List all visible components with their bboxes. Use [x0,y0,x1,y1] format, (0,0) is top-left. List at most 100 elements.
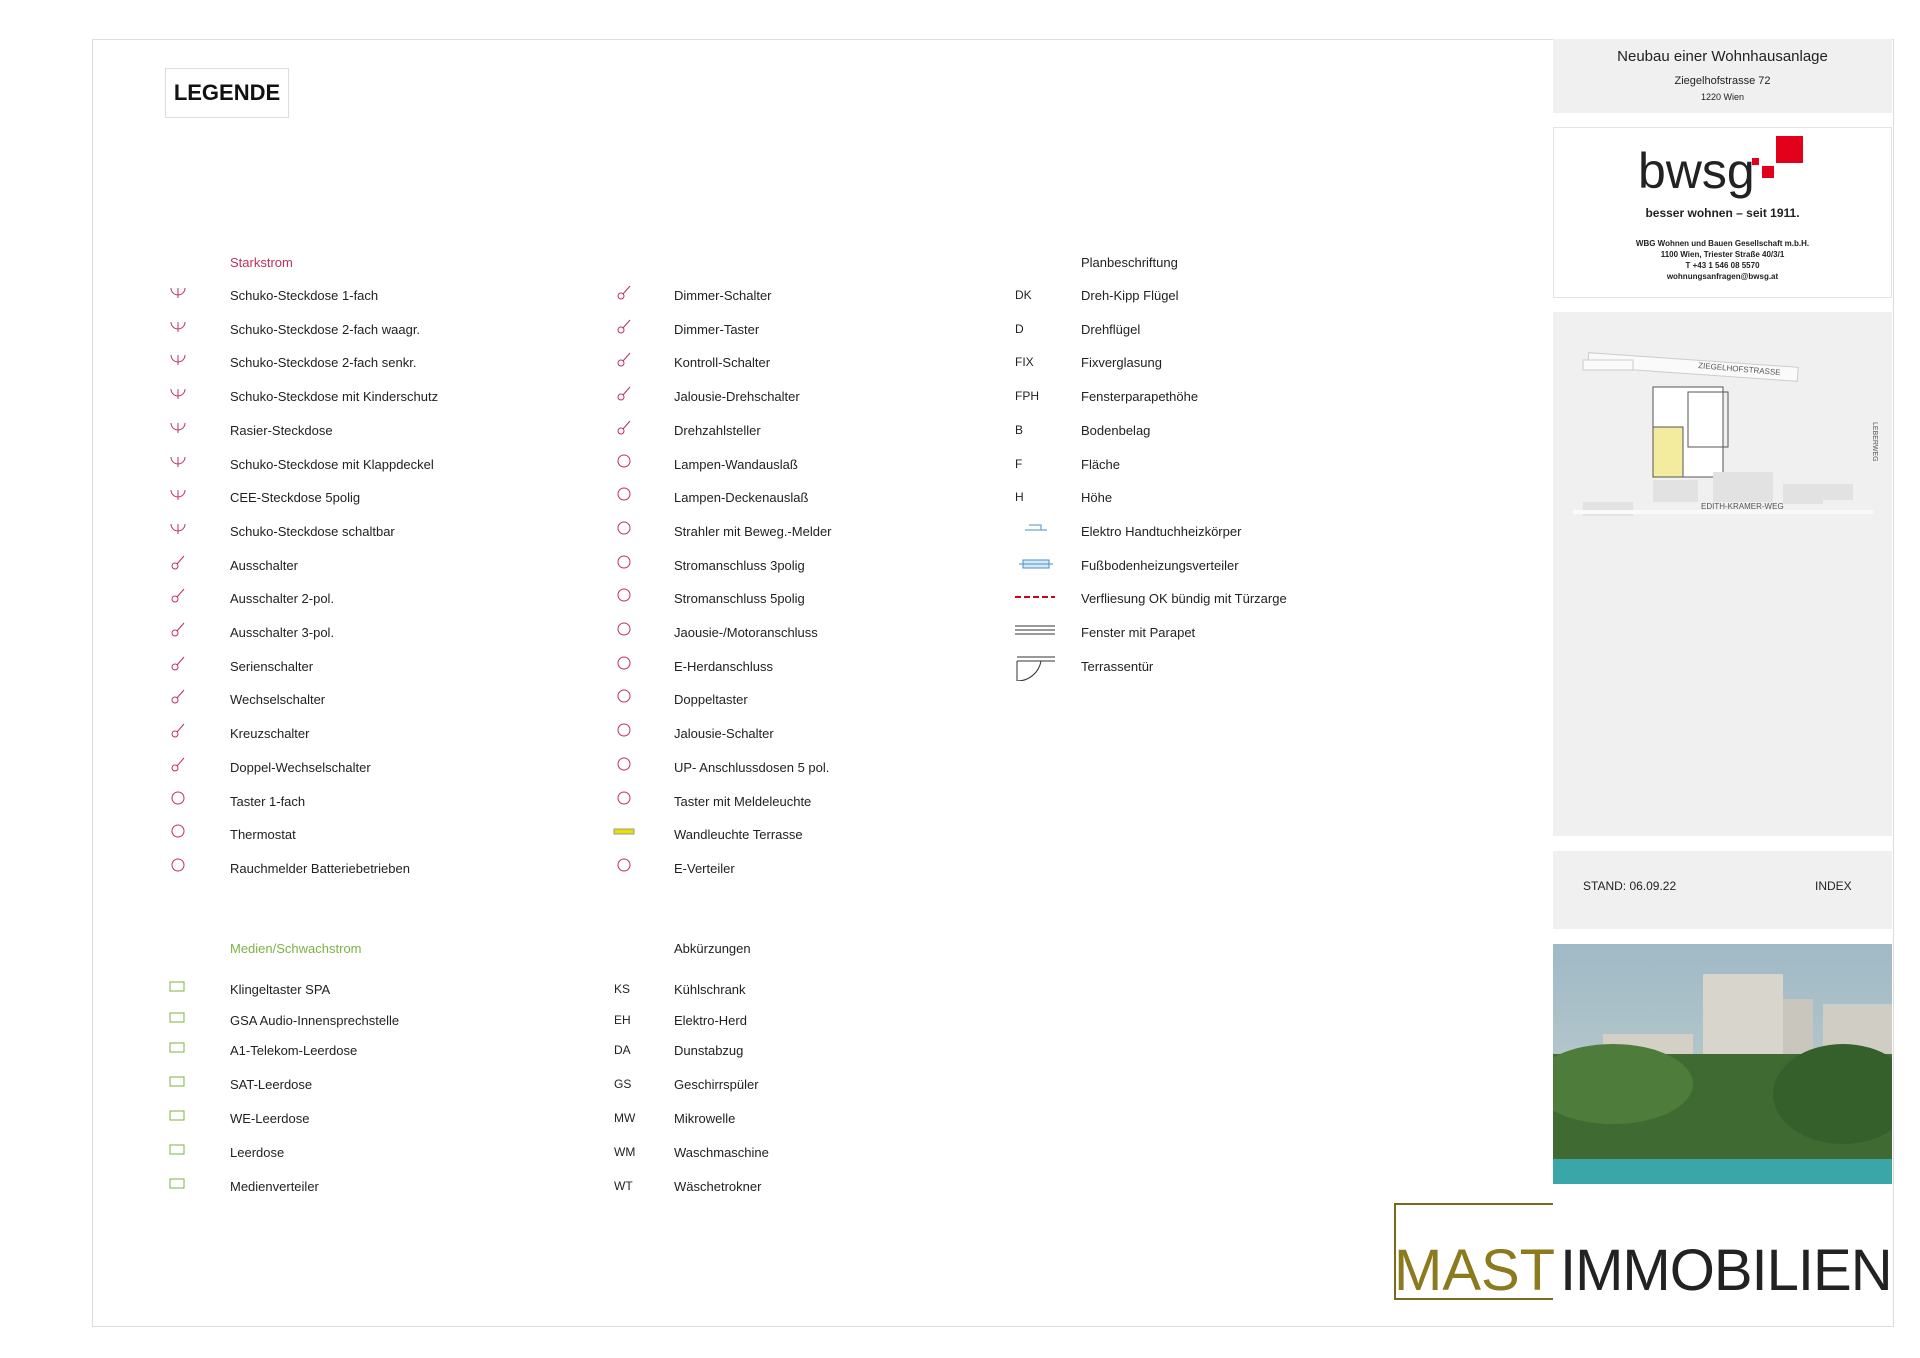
legend-code: D [1015,321,1024,336]
rendering-photo [1553,944,1892,1214]
company-line: T +43 1 546 08 5570 [1685,261,1760,270]
legend-item: E-Herdanschluss [674,658,773,674]
legend-item: GSA Audio-Innensprechstelle [230,1013,400,1028]
legend-item: Jaousie-/Motoranschluss [674,625,818,640]
map-drawing: ZIEGELHOFSTRASSE EDITH-KRAMER-WEG LEBERW… [1573,352,1878,516]
title-box [1553,39,1892,113]
legend-code: KS [614,982,631,996]
legend-item: Wäschetrokner [674,1179,762,1194]
section-title: Abkürzungen [674,941,751,956]
symbol-icon [617,723,631,737]
symbol-icon [169,1110,185,1121]
legend-item: Stromanschluss 5polig [674,591,805,607]
symbol-icon [169,981,185,992]
legend-item: Elektro Handtuchheizkörper [1081,523,1242,539]
symbol-icon [617,757,631,771]
symbol-icon [1016,656,1055,681]
legend-item: UP- Anschlussdosen 5 pol. [674,759,830,775]
legend-item: Schuko-Steckdose 2-fach senkr. [230,355,417,371]
sheet-frame [92,39,1894,1327]
legend-title: LEGENDE [165,68,289,118]
legend-item: Klingeltaster SPA [230,982,331,997]
legend-item: Schuko-Steckdose mit Klappdeckel [230,456,434,472]
symbol-icon [171,723,185,738]
legend-item: Serienschalter [230,658,314,674]
legend-item: Schuko-Steckdose mit Kinderschutz [230,389,439,405]
legend-item: Ausschalter 2-pol. [230,591,335,607]
legend-item: Dimmer-Taster [674,321,760,337]
symbol-icon [617,454,631,467]
legend-item: Fensterparapethöhe [1081,389,1199,405]
legend-item: Geschirrspüler [674,1077,759,1092]
legend-code: MW [614,1111,636,1125]
symbol-icon [171,824,185,838]
stand: STAND: 06.09.22 [1583,879,1677,893]
symbol-icon [171,858,185,872]
symbol-icon [171,757,185,772]
symbol-icon [1015,596,1055,599]
legend-item: Lampen-Wandauslaß [674,456,798,472]
legend-item: Jalousie-Drehschalter [674,389,800,405]
legend-item: Doppeltaster [674,692,748,708]
legend-item: Kreuzschalter [230,726,310,742]
symbol-icon [617,858,631,872]
legend-item: Lampen-Deckenauslaß [674,490,809,506]
symbol-icon [617,353,631,367]
legend-code: FIX [1015,355,1034,370]
symbol-icon [170,456,186,467]
legend-item: Höhe [1081,490,1113,506]
symbol-icon [170,389,186,400]
company-line: 1100 Wien, Triester Straße 40/3/1 [1660,250,1785,259]
section-title: Medien/Schwachstrom [230,941,362,956]
symbol-icon [169,1144,185,1155]
symbol-icon [617,588,631,602]
legend-item: Taster mit Meldeleuchte [674,793,812,809]
project-title: Neubau einer Wohnhausanlage [1617,48,1828,65]
legend-code: DK [1015,288,1032,302]
legend-item: Drehflügel [1081,321,1141,337]
symbol-icon [170,523,186,534]
legend-item: Fixverglasung [1081,355,1162,371]
legend-item: Schuko-Steckdose schaltbar [230,523,395,539]
legend-item: Fußbodenheizungsverteiler [1081,557,1239,573]
legend-item: Fenster mit Parapet [1081,625,1196,640]
symbol-icon [617,555,631,569]
symbol-icon [617,285,631,300]
legend-item: Fläche [1081,456,1121,472]
company-info: WBG Wohnen und Bauen Gesellschaft m.b.H.… [1553,238,1892,282]
symbol-icon [171,690,185,704]
symbol-icon [1019,559,1053,569]
map-label: EDITH-KRAMER-WEG [1701,502,1784,511]
legend-item: Waschmaschine [674,1145,769,1160]
legend-item: Schuko-Steckdose 2-fach waagr. [230,321,421,337]
legend-item: Terrassentür [1081,658,1154,674]
symbol-icon [617,791,631,804]
symbol-icon [617,487,631,501]
legend-item: Thermostat [230,827,296,843]
symbol-icon [170,287,186,298]
legend-item: Dreh-Kipp Flügel [1081,288,1179,303]
symbol-icon [617,689,631,703]
symbol-icon [169,1042,185,1053]
city: 1220 Wien [1700,92,1745,102]
brand-box [1394,1203,1553,1300]
legend-item: Rauchmelder Batteriebetrieben [230,860,410,876]
legend-code: EH [614,1013,631,1027]
logo-square [1776,136,1803,163]
symbol-icon [617,420,631,435]
legend-item: Stromanschluss 3polig [674,557,805,573]
legend-code: H [1015,490,1024,505]
legend-item: Schuko-Steckdose 1-fach [230,288,379,303]
legend-code: GS [614,1077,632,1091]
symbol-icon [169,1012,185,1023]
legend-item: Drehzahlsteller [674,422,761,438]
legend-code: WM [614,1145,636,1159]
legend-item: Wechselschalter [230,692,326,708]
legend-item: Rasier-Steckdose [230,422,333,438]
stand-box [1553,851,1892,929]
company-line: WBG Wohnen und Bauen Gesellschaft m.b.H. [1635,239,1810,248]
logo-text: bwsg [1638,143,1755,199]
legend-item: Kontroll-Schalter [674,355,771,371]
symbol-icon [171,622,185,637]
